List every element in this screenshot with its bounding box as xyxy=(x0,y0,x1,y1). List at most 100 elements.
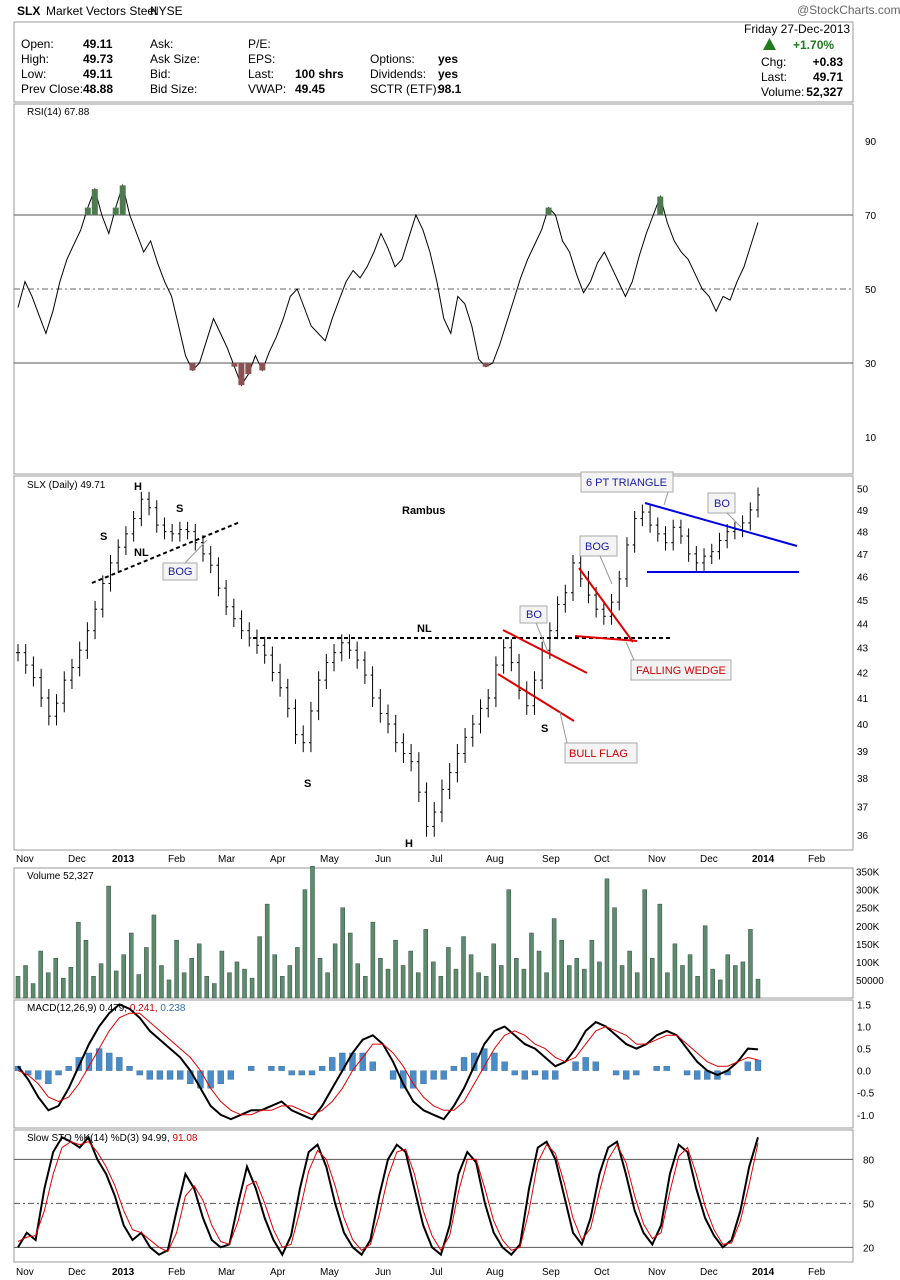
macd-hist-bar xyxy=(663,1066,670,1071)
macd-hist-bar xyxy=(694,1070,701,1080)
volume-bar xyxy=(106,885,111,999)
volume-bar xyxy=(717,979,723,999)
volume-bar xyxy=(272,954,277,999)
sto-x-label: Nov xyxy=(648,1267,666,1278)
volume-bar xyxy=(680,965,685,999)
volume-bar xyxy=(189,958,194,999)
volume-tick-label: 50000 xyxy=(856,976,884,987)
sto-x-label: 2013 xyxy=(112,1267,135,1278)
sto-x-label: Feb xyxy=(808,1267,826,1278)
field-value: 49.45 xyxy=(295,82,325,96)
macd-hist-bar xyxy=(552,1070,559,1080)
volume-tick-label: 200K xyxy=(856,922,880,933)
price-tick-label: 46 xyxy=(857,573,869,584)
rsi-oversold-fill xyxy=(245,363,252,375)
rsi-tick-label: 50 xyxy=(865,285,877,296)
macd-hist-bar xyxy=(359,1052,366,1071)
price-title: SLX (Daily) 49.71 xyxy=(27,480,106,491)
sto-d-line xyxy=(17,1141,759,1253)
volume-bar xyxy=(91,976,96,999)
volume-bar xyxy=(695,976,700,999)
neckline-label: NL xyxy=(134,547,149,559)
price-x-label: Mar xyxy=(218,854,236,865)
sto-x-label: Oct xyxy=(594,1267,610,1278)
price-tick-label: 40 xyxy=(857,720,869,731)
macd-hist-bar xyxy=(744,1061,752,1071)
macd-hist-bar xyxy=(572,1061,579,1071)
field-label: High: xyxy=(21,52,49,66)
bog-label: BOG xyxy=(168,566,192,578)
rsi-overbought-fill xyxy=(112,207,119,215)
macd-hist-bar xyxy=(227,1070,235,1080)
sto-x-label: Sep xyxy=(542,1267,560,1278)
price-tick-label: 42 xyxy=(857,669,869,680)
volume-bar xyxy=(363,976,368,999)
macd-hist-bar xyxy=(389,1070,397,1080)
field-value: 49.11 xyxy=(83,37,113,51)
volume-bar xyxy=(249,977,255,999)
volume-tick-label: 300K xyxy=(856,886,880,897)
sto-tick-label: 50 xyxy=(863,1199,875,1210)
sto-tick-label: 80 xyxy=(863,1155,875,1166)
macd-hist-bar xyxy=(288,1070,295,1076)
volume-bar xyxy=(612,907,617,999)
price-panel: 36 37 38 39 40 41 42 43 44 45 46 47 48 49 50 SLX (Daily… xyxy=(13,471,869,851)
macd-title: MACD(12,26,9) 0.479, 0.241, 0.238 xyxy=(27,1003,186,1014)
price-x-label: Apr xyxy=(270,854,286,865)
bo-label: BO xyxy=(714,498,730,510)
volume-bar xyxy=(431,961,436,999)
sto-x-label: Mar xyxy=(218,1267,236,1278)
field-label: Low: xyxy=(21,67,46,81)
bog-pointer xyxy=(184,539,208,564)
sto-x-label: Dec xyxy=(700,1267,718,1278)
volume-bar xyxy=(15,976,21,999)
volume-bar xyxy=(287,965,293,999)
volume-bar xyxy=(61,977,66,999)
macd-hist-bar xyxy=(531,1070,539,1076)
macd-tick-label: -0.5 xyxy=(857,1089,875,1100)
field-label: Dividends: xyxy=(370,67,426,81)
macd-hist-bar xyxy=(126,1066,133,1071)
sto-title: Slow STO %K(14) %D(3) 94.99, 91.08 xyxy=(27,1133,198,1144)
exchange: NYSE xyxy=(150,4,183,18)
rsi-tick-label: 70 xyxy=(865,211,877,222)
chart-panels: 10 30 50 70 90 RSI(14) 67.88 36 37 38 39 40 41 42 43 4… xyxy=(13,103,884,1278)
volume-panel: 350K 300K 250K 200K 150K 100K 50000 Volume 52,3… xyxy=(13,865,884,999)
shoulder-label: S xyxy=(304,778,311,790)
volume-bar xyxy=(151,914,157,999)
price-x-label: May xyxy=(320,854,339,865)
volume-bar xyxy=(634,972,640,999)
macd-hist-bar xyxy=(491,1052,498,1071)
macd-hist-bar xyxy=(268,1066,275,1071)
change-percent: +1.70% xyxy=(793,38,834,52)
sto-title-label: Slow STO %K(14) %D(3) 94.99, xyxy=(27,1133,172,1144)
bull-flag-lower xyxy=(497,673,575,722)
neckline-label: NL xyxy=(417,623,432,635)
volume-bar xyxy=(733,965,738,999)
volume-bar xyxy=(310,865,315,999)
macd-hist-bar xyxy=(501,1061,508,1071)
price-tick-label: 36 xyxy=(857,831,869,842)
bog-pointer xyxy=(599,555,613,585)
field-label: Last: xyxy=(761,70,787,84)
volume-bar xyxy=(755,978,761,999)
volume-bar xyxy=(38,950,43,999)
volume-tick-label: 250K xyxy=(856,904,880,915)
rsi-title: RSI(14) 67.88 xyxy=(27,107,90,118)
price-tick-label: 43 xyxy=(857,644,869,655)
macd-hist-bar xyxy=(440,1070,447,1080)
price-tick-label: 41 xyxy=(857,694,869,705)
sto-d-value: 91.08 xyxy=(172,1133,197,1144)
macd-hist-bar xyxy=(683,1070,691,1076)
volume-bar xyxy=(212,983,217,999)
security-name: Market Vectors Steel xyxy=(46,4,157,18)
volume-bar xyxy=(400,965,406,999)
quote-header: SLX Market Vectors Steel NYSE @StockChar… xyxy=(13,3,900,103)
up-arrow-icon xyxy=(763,38,776,50)
rsi-overbought-fill xyxy=(657,196,664,215)
volume-bar xyxy=(710,968,715,999)
rsi-tick-label: 10 xyxy=(865,433,877,444)
field-value: 48.88 xyxy=(83,82,113,96)
bull-flag-box xyxy=(564,742,638,764)
